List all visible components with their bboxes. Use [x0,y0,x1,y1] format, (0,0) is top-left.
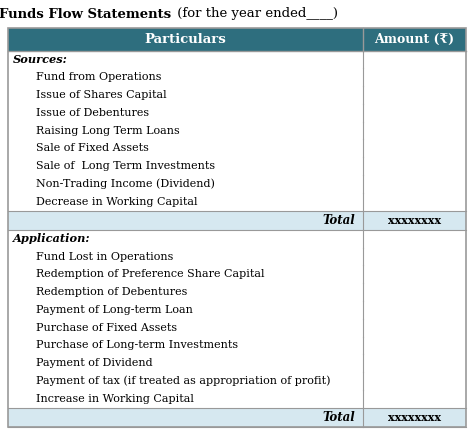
Text: Purchase of Long-term Investments: Purchase of Long-term Investments [36,340,238,350]
Text: Sources:: Sources: [13,54,68,65]
Bar [8,354,466,372]
Bar [8,175,466,193]
Bar [8,337,466,354]
Text: Particulars: Particulars [145,33,227,46]
Text: Fund from Operations: Fund from Operations [36,72,162,82]
Text: Fund Lost in Operations: Fund Lost in Operations [36,251,173,262]
Bar [8,301,466,319]
Text: Decrease in Working Capital: Decrease in Working Capital [36,197,198,206]
Text: Issue of Shares Capital: Issue of Shares Capital [36,90,167,100]
Bar [8,283,466,301]
Bar [8,230,466,248]
Text: Sale of  Long Term Investments: Sale of Long Term Investments [36,161,215,171]
Text: Funds Flow Statements: Funds Flow Statements [0,7,171,20]
Bar [8,193,466,210]
Bar [8,122,466,140]
Text: Amount (₹): Amount (₹) [374,33,455,46]
Text: Redemption of Preference Share Capital: Redemption of Preference Share Capital [36,269,264,280]
Text: xxxxxxxx: xxxxxxxx [388,412,441,423]
Bar [8,157,466,175]
Text: Payment of Dividend: Payment of Dividend [36,358,153,368]
Text: Redemption of Debentures: Redemption of Debentures [36,287,187,297]
Text: Sale of Fixed Assets: Sale of Fixed Assets [36,143,149,153]
Bar [8,408,466,427]
Bar [8,319,466,337]
Text: Payment of Long-term Loan: Payment of Long-term Loan [36,305,193,315]
Bar [8,390,466,408]
Bar [8,28,466,51]
Text: Total: Total [322,214,355,227]
Text: Purchase of Fixed Assets: Purchase of Fixed Assets [36,323,177,333]
Bar [8,51,466,68]
Bar [8,265,466,283]
Text: xxxxxxxx: xxxxxxxx [388,215,441,226]
Bar [8,140,466,157]
Bar [8,372,466,390]
Bar [8,68,466,86]
Bar [8,248,466,265]
Text: Total: Total [322,411,355,424]
Bar [8,86,466,104]
Text: Payment of tax (if treated as appropriation of profit): Payment of tax (if treated as appropriat… [36,376,330,386]
Bar [8,104,466,122]
Text: (for the year ended____): (for the year ended____) [173,7,338,20]
Text: Increase in Working Capital: Increase in Working Capital [36,394,194,404]
Text: Issue of Debentures: Issue of Debentures [36,108,149,118]
Text: Non-Trading Income (Dividend): Non-Trading Income (Dividend) [36,178,215,189]
Text: Raising Long Term Loans: Raising Long Term Loans [36,126,180,136]
Bar [8,210,466,230]
Text: Application:: Application: [13,233,91,245]
